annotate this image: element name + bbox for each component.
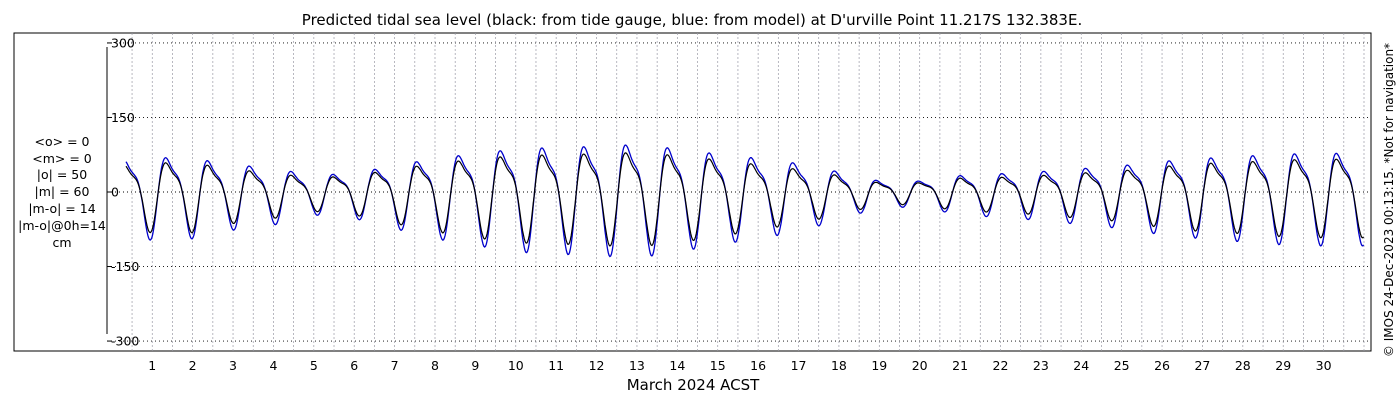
x-tick-label: 20 xyxy=(912,358,928,373)
x-tick-label: 30 xyxy=(1316,358,1332,373)
x-tick-label: 1 xyxy=(148,358,156,373)
x-tick-label: 25 xyxy=(1114,358,1130,373)
chart-title: Predicted tidal sea level (black: from t… xyxy=(302,11,1082,29)
x-tick-label: 7 xyxy=(391,358,399,373)
x-tick-label: 13 xyxy=(629,358,645,373)
x-tick-label: 17 xyxy=(791,358,807,373)
x-tick-label: 26 xyxy=(1154,358,1170,373)
plot-frame xyxy=(13,32,1372,352)
y-tick-label: 150 xyxy=(111,110,135,125)
x-tick-label: 2 xyxy=(189,358,197,373)
x-tick-label: 16 xyxy=(750,358,766,373)
x-tick-label: 18 xyxy=(831,358,847,373)
x-tick-label: 8 xyxy=(431,358,439,373)
y-tick-label: -150 xyxy=(111,259,139,274)
x-tick-label: 14 xyxy=(669,358,685,373)
stat-abs-obs: |o| = 50 xyxy=(37,167,87,182)
y-grid xyxy=(107,42,1371,342)
stat-mean-obs: <o> = 0 xyxy=(35,134,90,149)
x-tick-label: 11 xyxy=(548,358,564,373)
copyright-note: © IMOS 24-Dec-2023 00:13:15. *Not for na… xyxy=(1382,43,1396,357)
x-tick-label: 15 xyxy=(710,358,726,373)
x-grid xyxy=(131,33,1365,351)
x-tick-labels: 1 2 3 4 5 6 7 8 9 10 11 12 13 14 15 16 17 18 19 20 21 22 23 24 2… xyxy=(148,358,1331,373)
stat-abs-model: |m| = 60 xyxy=(35,184,90,199)
x-tick-label: 12 xyxy=(589,358,605,373)
series-line-gauge xyxy=(125,152,1365,247)
x-tick-label: 23 xyxy=(1033,358,1049,373)
x-tick-label: 4 xyxy=(269,358,277,373)
y-tick-labels: 300 150 0 -150 -300 xyxy=(111,35,139,348)
x-tick-label: 5 xyxy=(310,358,318,373)
stat-unit: cm xyxy=(52,235,71,250)
x-tick-label: 6 xyxy=(350,358,358,373)
y-tick-label: 300 xyxy=(111,35,135,50)
x-tick-label: 24 xyxy=(1073,358,1089,373)
x-tick-label: 9 xyxy=(471,358,479,373)
x-tick-label: 19 xyxy=(871,358,887,373)
y-tick-label: 0 xyxy=(111,185,119,200)
x-axis-label: March 2024 ACST xyxy=(627,376,760,394)
stats-panel: <o> = 0 <m> = 0 |o| = 50 |m| = 60 |m-o| … xyxy=(18,134,106,250)
x-tick-label: 3 xyxy=(229,358,237,373)
x-tick-label: 29 xyxy=(1275,358,1291,373)
stat-abs-diff: |m-o| = 14 xyxy=(28,201,95,216)
x-tick-label: 28 xyxy=(1235,358,1251,373)
y-tick-label: -300 xyxy=(111,334,139,349)
x-tick-label: 10 xyxy=(508,358,524,373)
x-tick-label: 27 xyxy=(1194,358,1210,373)
stat-abs-diff-0h: |m-o|@0h=14 xyxy=(18,218,106,233)
x-tick-label: 21 xyxy=(952,358,968,373)
x-tick-label: 22 xyxy=(993,358,1009,373)
stat-mean-model: <m> = 0 xyxy=(32,151,92,166)
